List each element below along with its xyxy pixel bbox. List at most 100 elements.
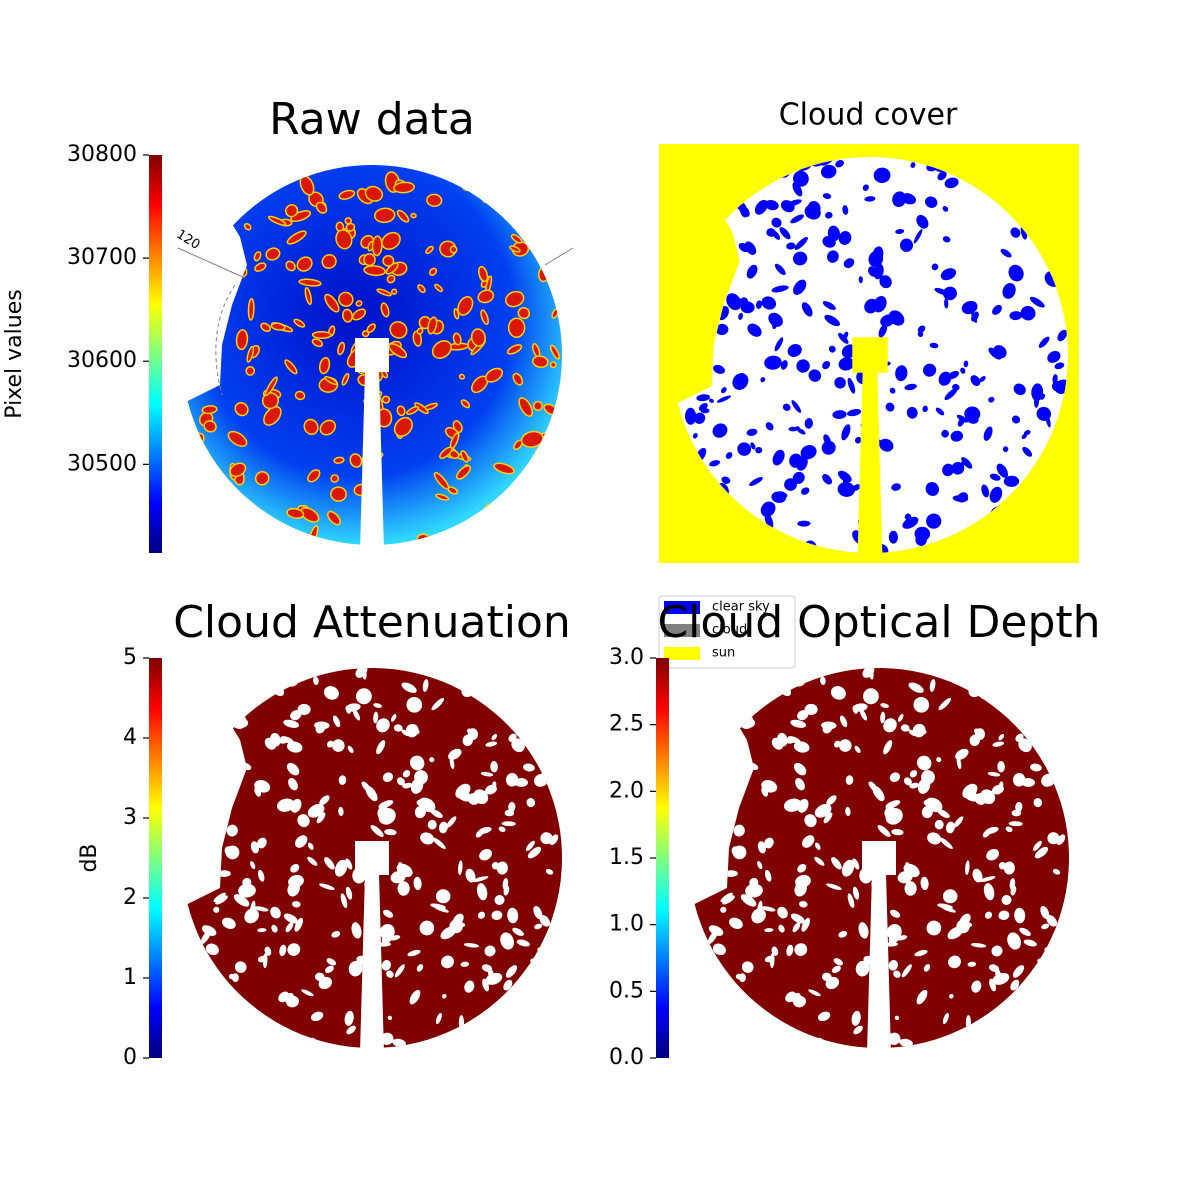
cloud-patch (257, 928, 267, 933)
cloud-patch (790, 214, 804, 224)
cloud-patch (757, 841, 766, 854)
cloud-patch (523, 506, 541, 523)
cloud-patch (780, 360, 788, 370)
cloud-patch (440, 926, 457, 940)
cloud-patch (295, 835, 308, 848)
cloud-patch (231, 252, 242, 263)
cloud-patch (396, 405, 406, 417)
cloud-patch (890, 909, 901, 918)
cloud-patch (967, 961, 977, 967)
cloud-patch (755, 1042, 768, 1048)
cloud-patch (349, 453, 363, 468)
cloud-patch (189, 190, 210, 201)
cloud-patch (921, 770, 935, 785)
colorbar-tick-label: 3.0 (609, 645, 644, 670)
cloud-patch (1047, 350, 1061, 363)
cloud-patch (747, 323, 762, 337)
cloud-patch (774, 263, 786, 276)
cloud-patch (246, 345, 255, 363)
cloud-patch (200, 929, 212, 945)
cloud-patch (549, 776, 556, 782)
cloud-patch (380, 302, 390, 318)
cloud-patch (364, 185, 384, 202)
cloud-patch (750, 679, 766, 695)
cloud-patch (390, 871, 406, 884)
cloud-patch (491, 733, 498, 741)
cloud-patch (790, 719, 807, 728)
cloud-patch (238, 674, 247, 687)
cloud-patch (296, 256, 313, 272)
cloud-patch (221, 750, 238, 766)
cloud-patch (822, 474, 833, 485)
cloud-patch (841, 859, 855, 877)
cloud-patch (478, 789, 489, 803)
cloud-patch (929, 342, 939, 349)
cloud-patch (794, 881, 807, 897)
cloud-patch (522, 198, 539, 216)
cloud-patch (694, 942, 700, 952)
cloud-patch (267, 215, 287, 226)
mast-mask (857, 370, 883, 559)
cloud-patch (307, 803, 325, 818)
cloud-patch (435, 493, 450, 501)
cloud-patch (187, 837, 193, 848)
cloud-patch (432, 837, 446, 850)
cloud-patch (547, 445, 559, 456)
cloud-patch (694, 830, 703, 839)
cloud-patch (720, 906, 727, 913)
cloud-patch (908, 682, 924, 693)
cloud-patch (983, 426, 993, 441)
cloud-patch (761, 780, 778, 793)
cloud-patch (191, 783, 200, 796)
cloud-patch (695, 790, 706, 802)
cloud-patch (1021, 433, 1028, 440)
cloud-patch (694, 838, 696, 847)
cloud-patch (333, 456, 345, 464)
cloud-patch (464, 529, 487, 543)
cloud-patch (233, 517, 248, 528)
cloud-patch (1046, 979, 1058, 989)
cloud-patch (1005, 826, 1013, 833)
cloud-patch (204, 303, 217, 311)
cloud-patch (257, 679, 271, 693)
cloud-patch (508, 733, 517, 742)
cloud-patch (506, 344, 523, 355)
cloud-patch (435, 889, 451, 904)
cloud-patch (355, 300, 363, 307)
cloud-patch (935, 407, 945, 416)
cloud-patch (794, 236, 808, 250)
cloud-patch (897, 713, 904, 722)
cloud-patch (477, 690, 494, 698)
cloud-patch (858, 922, 869, 939)
cloud-patch (235, 180, 247, 190)
cloud-patch (896, 935, 908, 941)
cloud-patch (1052, 374, 1058, 384)
cloud-patch (694, 858, 702, 870)
cloud-patch (942, 206, 949, 212)
cloud-patch (972, 868, 983, 883)
cloud-patch (232, 247, 244, 259)
cloud-patch (397, 881, 410, 896)
cloud-patch (1057, 999, 1068, 1013)
cloud-patch (542, 724, 554, 734)
cloud-patch (539, 979, 551, 989)
cloud-patch (549, 834, 559, 845)
cloud-patch (270, 906, 281, 919)
cloud-patch (716, 709, 732, 722)
cloud-patch (1015, 801, 1023, 813)
cloud-patch (510, 233, 523, 244)
cloud-patch (405, 723, 419, 738)
cloud-patch (520, 430, 544, 448)
cloud-patch (512, 927, 524, 937)
cloud-patch (284, 204, 299, 218)
cloud-patch (324, 375, 338, 386)
cloud-patch (771, 285, 789, 293)
cloud-patch (480, 309, 489, 326)
cloud-patch (729, 917, 743, 929)
cloud-patch (953, 816, 964, 828)
cloud-patch (215, 895, 228, 905)
cloud-patch (694, 798, 710, 811)
cloud-patch (363, 253, 376, 267)
cloud-patch (985, 826, 999, 834)
cloud-patch (696, 394, 711, 402)
